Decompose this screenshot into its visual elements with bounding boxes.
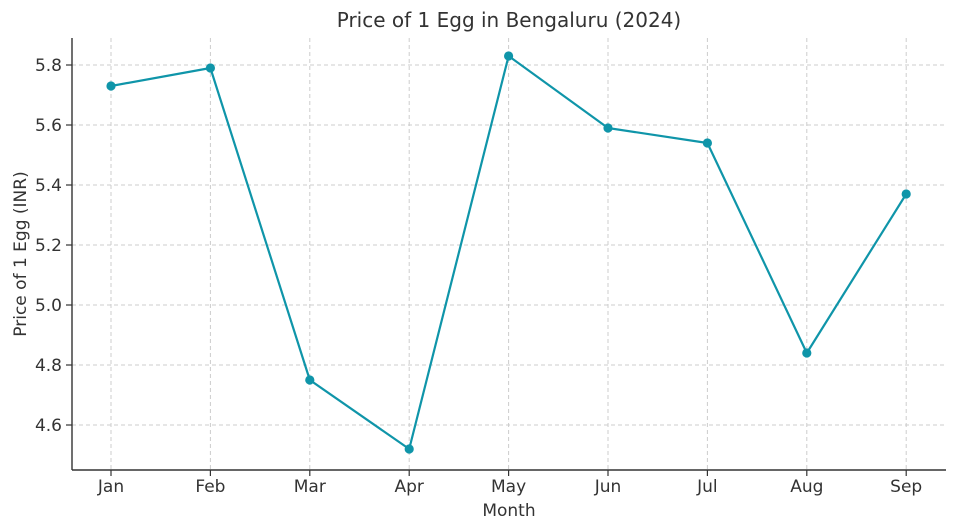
data-point	[205, 63, 215, 73]
x-tick-label: Aug	[790, 477, 823, 497]
y-tick-label: 5.2	[35, 236, 62, 256]
y-tick-label: 5.0	[35, 296, 62, 316]
x-tick-label: Mar	[294, 477, 326, 497]
x-tick-label: May	[491, 477, 526, 497]
data-point	[802, 348, 812, 358]
x-tick-label: Apr	[394, 477, 423, 497]
data-point	[305, 375, 315, 385]
x-tick-label: Jul	[696, 477, 718, 497]
y-tick-label: 4.6	[35, 416, 62, 436]
data-point	[603, 123, 613, 133]
data-point	[702, 138, 713, 148]
y-tick-label: 5.8	[35, 56, 62, 76]
data-point	[504, 51, 514, 61]
data-point	[404, 444, 414, 454]
ticks: 4.6 4.8 5.0 5.2 5.4 5.6 5.8 Jan Feb Mar Apr May Jun J…	[35, 56, 922, 497]
x-tick-label: Jan	[97, 477, 124, 497]
x-tick-label: Feb	[195, 477, 225, 497]
data-point	[901, 189, 911, 199]
grid	[72, 38, 946, 470]
series	[106, 51, 911, 454]
y-tick-label: 5.4	[35, 176, 62, 196]
x-tick-label: Sep	[890, 477, 922, 497]
x-tick-label: Jun	[594, 477, 622, 497]
y-tick-label: 4.8	[35, 356, 62, 376]
x-axis-label: Month	[482, 501, 535, 521]
data-point	[106, 81, 116, 91]
chart-title: Price of 1 Egg in Bengaluru (2024)	[337, 8, 681, 32]
y-tick-label: 5.6	[35, 116, 62, 136]
y-axis-label: Price of 1 Egg (INR)	[11, 171, 31, 336]
